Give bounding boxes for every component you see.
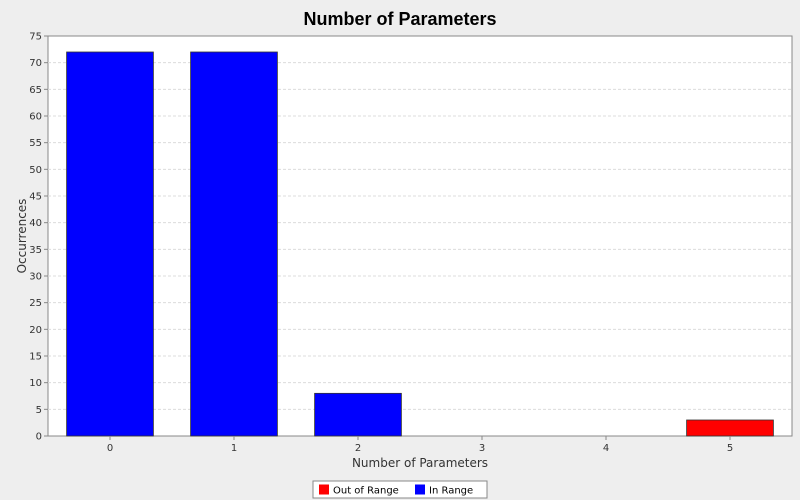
x-tick-label: 4 [603, 443, 609, 454]
x-tick-label: 0 [107, 443, 113, 454]
bar-5-out-of-range [686, 419, 774, 437]
y-tick-label: 5 [36, 405, 42, 416]
legend-box [312, 480, 488, 499]
x-tick-label: 2 [355, 443, 361, 454]
x-tick-label: 5 [727, 443, 733, 454]
bars [66, 51, 774, 437]
y-tick-label: 55 [29, 138, 42, 149]
legend-label-in-range: In Range [429, 486, 473, 497]
bar-1-in-range [190, 51, 278, 437]
y-tick-label: 30 [29, 272, 42, 283]
y-tick-label: 25 [29, 298, 42, 309]
y-tick-label: 35 [29, 245, 42, 256]
x-tick-label: 1 [231, 443, 237, 454]
y-tick-label: 20 [29, 325, 42, 336]
y-tick-label: 75 [29, 32, 42, 43]
y-tick-label: 50 [29, 165, 42, 176]
legend-label-out-of-range: Out of Range [333, 486, 399, 497]
x-tick-label: 3 [479, 443, 485, 454]
x-axis-ticks: 0 1 2 3 4 5 [107, 436, 733, 454]
y-tick-label: 0 [36, 432, 42, 443]
y-tick-label: 15 [29, 352, 42, 363]
legend: Out of Range In Range [312, 480, 488, 499]
y-tick-label: 65 [29, 85, 42, 96]
y-tick-label: 70 [29, 58, 42, 69]
y-axis-ticks: 0 5 10 15 20 25 30 35 40 45 50 55 60 65 70 75 [29, 32, 48, 443]
x-axis-label: Number of Parameters [352, 456, 488, 470]
gridlines [48, 62, 792, 410]
y-tick-label: 10 [29, 378, 42, 389]
legend-swatch-in-range [415, 484, 425, 495]
y-axis-label: Occurrences [15, 199, 29, 274]
plot-area [47, 35, 793, 437]
y-tick-label: 40 [29, 218, 42, 229]
legend-swatch-out-of-range [319, 484, 329, 495]
chart-title: Number of Parameters [303, 9, 496, 29]
y-tick-label: 45 [29, 192, 42, 203]
bar-2-in-range [314, 392, 402, 437]
bar-0-in-range [66, 51, 154, 437]
y-tick-label: 60 [29, 112, 42, 123]
